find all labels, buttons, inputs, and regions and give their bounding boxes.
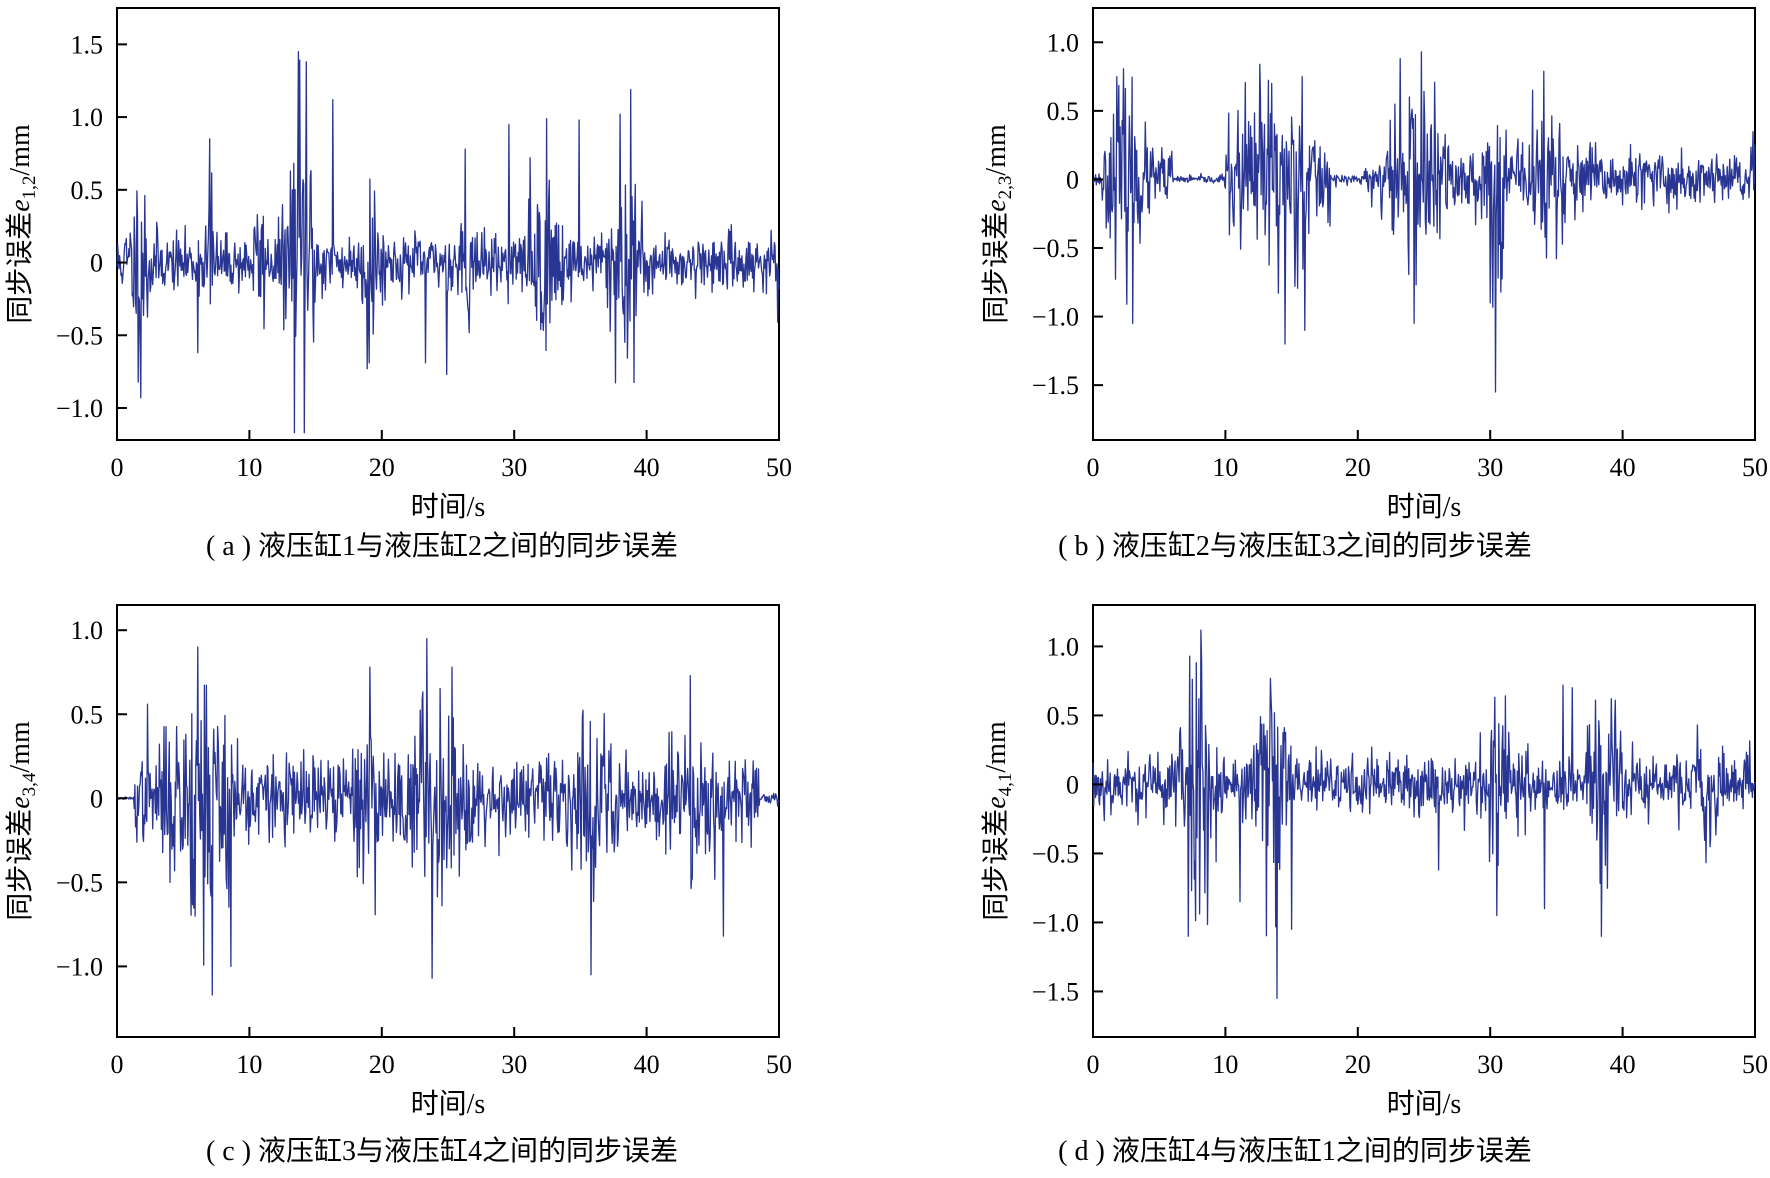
x-tick-label: 0 <box>111 453 124 482</box>
y-tick-label: 1.5 <box>71 30 104 59</box>
panel-caption: ( b ) 液压缸2与液压缸3之间的同步误差 <box>1058 530 1532 562</box>
x-tick-label: 40 <box>634 453 660 482</box>
y-tick-label: 0 <box>90 784 103 813</box>
panel-d: 0 10 20 30 40 50 −1.5 −1.0 −0.5 0 0.5 1.0 时间/s 同步误差e4… <box>980 604 1768 1167</box>
y-tick-label: −0.5 <box>56 868 103 897</box>
y-tick-label: −1.0 <box>56 952 103 981</box>
panel-b: 0 10 20 30 40 50 −1.5 −1.0 −0.5 0 0.5 1.0 时间/s 同步误差e2… <box>980 7 1768 562</box>
y-tick-label: 1.0 <box>71 103 104 132</box>
y-tick-label: 0.5 <box>71 176 104 205</box>
x-tick-label: 30 <box>501 453 527 482</box>
x-tick-label: 30 <box>1477 1050 1503 1079</box>
x-tick-label: 10 <box>1212 1050 1238 1079</box>
y-tick-label: −1.5 <box>1032 371 1079 400</box>
x-tick-label: 20 <box>369 453 395 482</box>
x-tick-label: 0 <box>111 1050 124 1079</box>
y-tick-label: 1.0 <box>1047 632 1080 661</box>
x-tick-label: 50 <box>1742 453 1768 482</box>
x-tick-label: 20 <box>1345 453 1371 482</box>
panel-caption: ( c ) 液压缸3与液压缸4之间的同步误差 <box>206 1135 678 1167</box>
series-line <box>1092 51 1756 393</box>
x-tick-label: 40 <box>1610 1050 1636 1079</box>
y-tick-label: 0 <box>1066 770 1079 799</box>
plot-frame <box>1092 604 1756 1038</box>
y-tick-label: −0.5 <box>1032 234 1079 263</box>
x-tick-label: 50 <box>1742 1050 1768 1079</box>
y-tick-label: 0.5 <box>1047 97 1080 126</box>
x-tick-label: 0 <box>1087 453 1100 482</box>
plot-frame <box>116 7 780 441</box>
x-tick-label: 0 <box>1087 1050 1100 1079</box>
y-axis-title: 同步误差e4,1/mm <box>980 721 1016 921</box>
x-tick-label: 30 <box>1477 453 1503 482</box>
y-tick-label: −0.5 <box>1032 839 1079 868</box>
x-axis-title: 时间/s <box>411 1088 486 1120</box>
x-tick-label: 20 <box>369 1050 395 1079</box>
y-tick-label: 0 <box>1066 165 1079 194</box>
x-tick-label: 20 <box>1345 1050 1371 1079</box>
x-axis-title: 时间/s <box>1387 1088 1462 1120</box>
series-line <box>116 50 780 434</box>
panel-caption: ( d ) 液压缸4与液压缸1之间的同步误差 <box>1058 1135 1532 1167</box>
y-tick-label: 0.5 <box>1047 701 1080 730</box>
y-tick-label: −1.0 <box>1032 303 1079 332</box>
y-tick-label: 0 <box>90 249 103 278</box>
x-tick-label: 10 <box>236 1050 262 1079</box>
x-axis-title: 时间/s <box>1387 491 1462 523</box>
y-tick-label: 1.0 <box>1047 28 1080 57</box>
x-tick-label: 50 <box>766 453 792 482</box>
y-tick-label: 0.5 <box>71 700 104 729</box>
y-tick-label: 1.0 <box>71 616 104 645</box>
panel-c: 0 10 20 30 40 50 −1.0 −0.5 0 0.5 1.0 时间/s 同步误差e3,4/m… <box>4 604 792 1167</box>
x-tick-label: 50 <box>766 1050 792 1079</box>
x-tick-label: 30 <box>501 1050 527 1079</box>
plot-frame <box>1092 7 1756 441</box>
y-axis-title: 同步误差e3,4/mm <box>4 721 40 921</box>
y-tick-label: −1.0 <box>1032 908 1079 937</box>
x-tick-label: 10 <box>236 453 262 482</box>
y-axis-title: 同步误差e1,2/mm <box>4 124 40 324</box>
x-tick-label: 40 <box>1610 453 1636 482</box>
y-tick-label: −1.0 <box>56 394 103 423</box>
x-tick-label: 10 <box>1212 453 1238 482</box>
series-line <box>1092 629 1756 1000</box>
panel-a: 0 10 20 30 40 50 −1.0 −0.5 0 0.5 1.0 1.5 时间/s 同步误差e1,… <box>4 7 792 562</box>
y-tick-label: −0.5 <box>56 321 103 350</box>
y-axis-title: 同步误差e2,3/mm <box>980 124 1016 324</box>
series-line <box>116 637 780 996</box>
x-axis-title: 时间/s <box>411 491 486 523</box>
y-tick-label: −1.5 <box>1032 977 1079 1006</box>
x-tick-label: 40 <box>634 1050 660 1079</box>
plot-frame <box>116 604 780 1038</box>
panel-caption: ( a ) 液压缸1与液压缸2之间的同步误差 <box>206 530 678 562</box>
